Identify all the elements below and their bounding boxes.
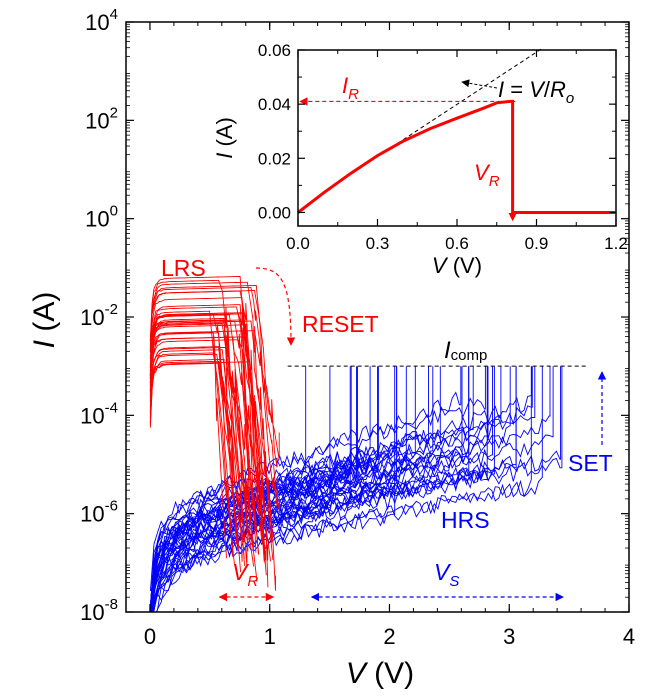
hrs-curve [153, 366, 396, 612]
main-plot-frame [125, 21, 630, 613]
lrs-curve [149, 279, 258, 582]
lrs-curve [149, 313, 272, 562]
x-tick-label: 4 [623, 624, 635, 649]
inset-x-tick-label: 0.6 [445, 234, 469, 253]
x-axis-label: V (V) [346, 657, 414, 690]
reset-arrow [255, 267, 296, 346]
lrs-curve [149, 286, 278, 468]
lrs-curve [149, 276, 266, 561]
hrs-curve [152, 366, 488, 612]
hrs-curve [149, 366, 532, 607]
lrs-curve [149, 290, 280, 460]
set-label: SET [568, 450, 613, 476]
main-tick-labels: 0 1 2 3 4 104 102 100 10-2 10-4 10-6 10-8 [80, 6, 635, 649]
lrs-label: LRS [161, 255, 206, 281]
hrs-label: HRS [441, 507, 490, 533]
hrs-curve [151, 366, 554, 612]
hrs-curve [153, 366, 517, 612]
vs-label: VS [434, 559, 459, 590]
inset-x-tick-label: 0.9 [525, 234, 549, 253]
lrs-curve [149, 310, 234, 556]
hrs-curve [153, 366, 331, 612]
lrs-curve [149, 285, 281, 513]
lrs-curve [149, 330, 278, 508]
main-plot: 0 1 2 3 4 104 102 100 10-2 10-4 10-6 10-8 V (V) I (… [28, 6, 635, 690]
lrs-curve [149, 281, 276, 591]
x-tick-label: 1 [264, 624, 276, 649]
y-tick-label: 100 [85, 203, 118, 232]
lrs-curve [149, 297, 264, 544]
inset-x-tick-label: 1.2 [604, 234, 628, 253]
inset-plot-background [298, 50, 616, 226]
inset-y-tick-label: 0.02 [258, 149, 291, 168]
lrs-curve [149, 318, 248, 567]
x-tick-label: 0 [144, 624, 156, 649]
lrs-curve [149, 353, 239, 552]
ohm-arrow [461, 79, 498, 89]
vr-main-label: VR [232, 559, 258, 590]
hrs-curve [155, 366, 532, 612]
main-curves [149, 276, 563, 612]
x-tick-label: 2 [383, 624, 395, 649]
lrs-curve [149, 346, 245, 559]
x-tick-label: 3 [503, 624, 515, 649]
hrs-curve [149, 366, 462, 606]
y-tick-label: 10-2 [80, 301, 118, 330]
hrs-curve [152, 366, 470, 612]
lrs-curve [149, 336, 250, 542]
y-tick-label: 104 [85, 6, 118, 35]
inset-x-axis-label: V (V) [432, 253, 482, 278]
y-tick-label: 10-6 [80, 498, 118, 527]
reset-label: RESET [302, 311, 379, 337]
lrs-curve [149, 347, 249, 552]
lrs-curve [149, 358, 237, 545]
hrs-curve [150, 366, 441, 612]
y-axis-label: I (A) [28, 292, 61, 349]
hrs-curve [153, 366, 561, 612]
icomp-label: Icomp [444, 337, 487, 364]
hrs-curve [149, 366, 474, 607]
lrs-curve [149, 362, 235, 565]
hrs-curve [149, 366, 536, 606]
lrs-curve [149, 339, 254, 544]
inset-y-tick-label: 0.04 [258, 95, 291, 114]
lrs-curve [149, 306, 274, 560]
hrs-curve [152, 366, 563, 612]
lrs-curve [149, 331, 227, 559]
inset-vr-label: VR [474, 160, 500, 190]
hrs-curve [156, 366, 543, 612]
inset-ir-label: IR [342, 73, 359, 103]
lrs-curve [149, 349, 242, 573]
y-tick-label: 10-4 [80, 399, 118, 428]
hrs-curve [150, 366, 358, 612]
lrs-curve [149, 322, 255, 567]
hrs-curve [149, 366, 486, 592]
lrs-curve [149, 352, 234, 557]
inset-tick-labels: 0.0 0.3 0.6 0.9 1.2 0.00 0.02 0.04 0.06 [258, 41, 628, 253]
inset-y-tick-label: 0.00 [258, 203, 291, 222]
lrs-curve [149, 319, 259, 555]
inset-x-tick-label: 0.3 [366, 234, 390, 253]
inset-x-tick-label: 0.0 [286, 234, 310, 253]
hrs-curve [150, 366, 407, 612]
inset-plot-frame [297, 49, 617, 227]
y-tick-label: 10-8 [80, 596, 118, 625]
lrs-curve [149, 320, 273, 543]
inset-y-tick-label: 0.06 [258, 41, 291, 60]
inset-y-axis-label: I (A) [212, 117, 237, 159]
inset-curve [297, 99, 616, 214]
inset-plot: 0.0 0.3 0.6 0.9 1.2 0.00 0.02 0.04 0.06 V (V) I … [212, 41, 628, 278]
lrs-curve [149, 312, 245, 542]
lrs-curve [149, 304, 267, 576]
y-tick-label: 102 [85, 104, 118, 133]
ohm-label: I = V/Ro [498, 77, 574, 107]
